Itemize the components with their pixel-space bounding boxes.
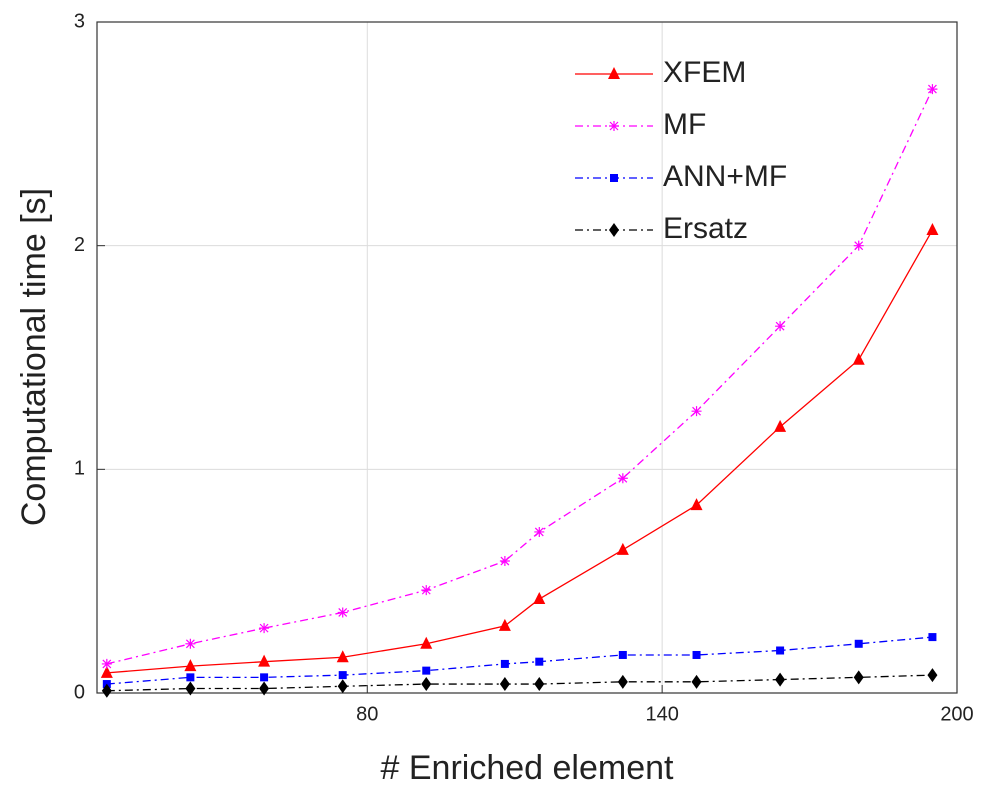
y-tick-label: 3 — [74, 10, 85, 32]
marker — [927, 84, 938, 95]
y-tick-label: 2 — [74, 234, 85, 256]
marker — [337, 679, 348, 694]
y-tick-label: 1 — [74, 458, 85, 480]
marker — [259, 623, 270, 634]
marker — [499, 677, 510, 692]
marker — [853, 670, 864, 685]
marker — [775, 672, 786, 687]
legend-label: XFEM — [663, 56, 746, 89]
marker — [184, 659, 197, 672]
marker — [775, 321, 786, 332]
marker — [260, 673, 269, 682]
marker — [853, 240, 864, 251]
marker — [776, 646, 785, 655]
plot-frame — [96, 21, 958, 694]
series-line — [106, 636, 933, 685]
marker — [609, 223, 619, 237]
marker — [927, 668, 938, 683]
marker — [422, 666, 431, 675]
marker — [337, 607, 348, 618]
marker — [774, 419, 787, 432]
marker — [100, 665, 113, 678]
marker — [185, 681, 196, 696]
marker — [616, 542, 629, 555]
marker — [610, 174, 618, 182]
marker — [338, 671, 347, 680]
marker — [691, 406, 702, 417]
marker — [618, 650, 627, 659]
marker — [854, 639, 863, 648]
marker — [534, 677, 545, 692]
marker — [608, 67, 620, 79]
marker — [421, 677, 432, 692]
marker — [928, 633, 937, 642]
marker — [498, 618, 511, 631]
series-line — [106, 674, 933, 692]
x-axis-label: # Enriched element — [381, 749, 675, 787]
marker — [500, 659, 509, 668]
marker — [258, 654, 271, 667]
plot-area — [97, 22, 957, 693]
marker — [259, 681, 270, 696]
marker — [691, 674, 702, 689]
legend-label: Ersatz — [663, 212, 748, 245]
marker — [609, 121, 619, 131]
marker — [617, 674, 628, 689]
series-line — [106, 229, 933, 674]
x-tick-label: 200 — [940, 703, 973, 725]
legend-label: MF — [663, 108, 706, 141]
x-tick-label: 140 — [645, 703, 678, 725]
marker — [534, 526, 545, 537]
legend-label: ANN+MF — [663, 160, 787, 193]
marker — [186, 673, 195, 682]
y-tick-label: 0 — [74, 681, 85, 703]
marker — [690, 498, 703, 511]
marker — [535, 657, 544, 666]
marker — [185, 638, 196, 649]
marker — [692, 650, 701, 659]
x-tick-label: 80 — [356, 703, 378, 725]
marker — [617, 473, 628, 484]
series-line — [106, 88, 934, 665]
y-axis-label: Computational time [s] — [15, 188, 53, 526]
marker — [499, 556, 510, 567]
marker — [926, 223, 939, 236]
marker — [421, 585, 432, 596]
marker — [420, 636, 433, 649]
marker — [533, 592, 546, 605]
marker — [101, 683, 112, 698]
marker — [852, 352, 865, 365]
marker — [336, 650, 349, 663]
marker — [101, 658, 112, 669]
